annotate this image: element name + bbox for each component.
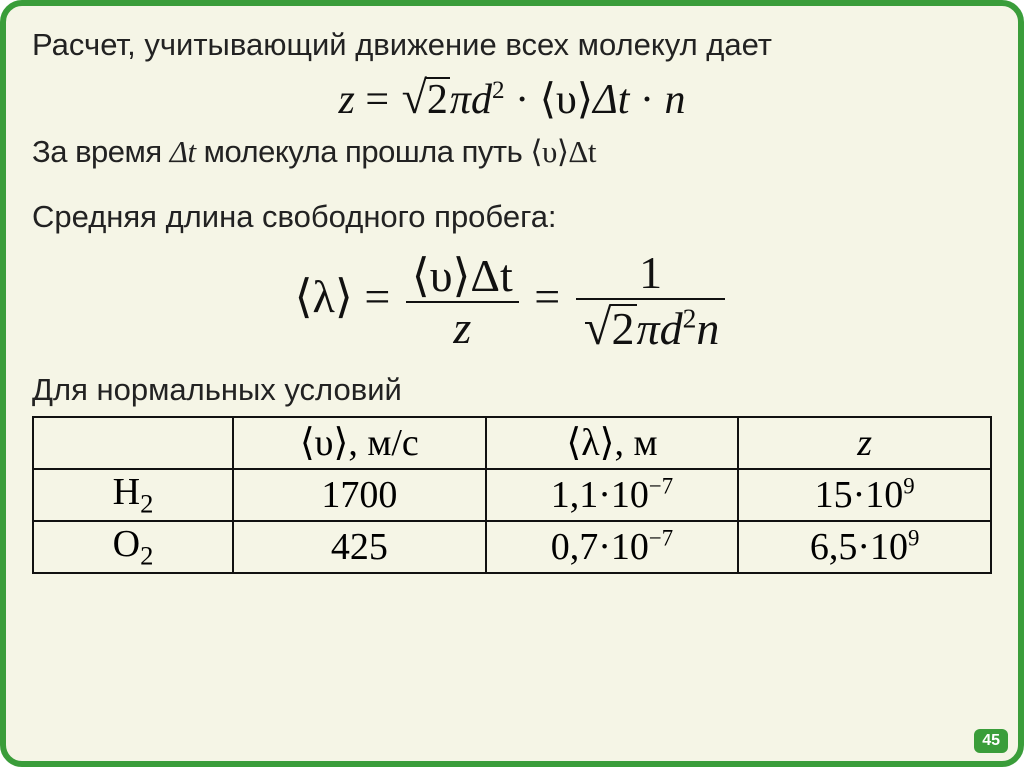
formula-lambda-num2: 1	[576, 250, 726, 298]
p2-dt: Δt	[170, 134, 196, 169]
gas-sub: 2	[140, 541, 153, 571]
gas-sym: H	[113, 471, 140, 513]
sqrt-symbol-icon: √	[584, 299, 612, 355]
formula-z-eq: =	[365, 77, 399, 123]
formula-z-dot2: ·	[629, 77, 664, 123]
cell-v-o2: 425	[233, 521, 486, 573]
formula-z-v: ⟨υ⟩	[540, 77, 594, 123]
lambda-mant: 0,7	[551, 526, 599, 568]
sqrt-symbol-icon: √	[402, 72, 427, 123]
formula-lambda: ⟨λ⟩ = ⟨υ⟩Δt z = 1 √2πd2n	[32, 250, 992, 353]
gas-sym: O	[113, 523, 140, 565]
formula-z-sqrt-arg: 2	[425, 77, 450, 121]
formula-lambda-den2-sqrt: 2	[610, 304, 637, 352]
lambda-exp: −7	[649, 473, 673, 498]
formula-z-dt: Δt	[593, 77, 629, 123]
table-row: H2 1700 1,1·10−7 15·109	[33, 469, 991, 521]
z-mant: 15	[815, 474, 853, 516]
cell-z-h2: 15·109	[738, 469, 991, 521]
formula-lambda-den1: z	[406, 301, 519, 351]
paragraph-time: За время Δt молекула прошла путь ⟨υ⟩Δt	[32, 133, 992, 172]
gas-sub: 2	[140, 489, 153, 519]
table-header-v-label: ⟨υ⟩, м/с	[300, 422, 419, 464]
cell-gas-h2: H2	[33, 469, 233, 521]
z-exp: 9	[908, 525, 919, 550]
cell-gas-o2: O2	[33, 521, 233, 573]
table-header-v: ⟨υ⟩, м/с	[233, 417, 486, 469]
formula-z-d: d	[471, 77, 492, 123]
paragraph-mfp: Средняя длина свободного пробега:	[32, 198, 992, 237]
table-header-z: z	[738, 417, 991, 469]
formula-z-d-exp: 2	[492, 77, 505, 104]
formula-lambda-den2-pi: π	[637, 303, 660, 354]
data-table: ⟨υ⟩, м/с ⟨λ⟩, м z H2 1700 1,1·10−7 15·10…	[32, 416, 992, 574]
formula-z-sqrt: √2	[400, 75, 450, 121]
paragraph-normal: Для нормальных условий	[32, 371, 992, 410]
cell-lambda-h2: 1,1·10−7	[486, 469, 739, 521]
table-row: O2 425 0,7·10−7 6,5·109	[33, 521, 991, 573]
p2-prefix: За время	[32, 134, 170, 169]
formula-lambda-frac1: ⟨υ⟩Δt z	[402, 253, 523, 351]
cell-z-o2: 6,5·109	[738, 521, 991, 573]
formula-z-dot1: ·	[515, 77, 540, 123]
p2-tail: ⟨υ⟩Δt	[530, 134, 596, 169]
table-header-lambda-label: ⟨λ⟩, м	[566, 422, 657, 464]
table-header-lambda: ⟨λ⟩, м	[486, 417, 739, 469]
slide-frame: Расчет, учитывающий движение всех молеку…	[0, 0, 1024, 767]
formula-z-n: n	[664, 77, 685, 123]
paragraph-intro: Расчет, учитывающий движение всех молеку…	[32, 26, 992, 65]
z-mant: 6,5	[810, 526, 858, 568]
formula-lambda-den2-dexp: 2	[683, 303, 697, 334]
formula-lambda-eq1: =	[364, 271, 401, 322]
formula-lambda-den2: √2πd2n	[576, 298, 726, 353]
formula-lambda-frac2: 1 √2πd2n	[572, 250, 730, 353]
formula-lambda-lhs: ⟨λ⟩	[295, 271, 353, 322]
table-header-row: ⟨υ⟩, м/с ⟨λ⟩, м z	[33, 417, 991, 469]
p2-mid: молекула прошла путь	[196, 134, 531, 169]
slide-number-badge: 45	[974, 729, 1008, 753]
z-exp: 9	[903, 473, 914, 498]
cell-v-h2: 1700	[233, 469, 486, 521]
lambda-exp: −7	[649, 525, 673, 550]
formula-z-pi: π	[450, 77, 471, 123]
lambda-mant: 1,1	[551, 474, 599, 516]
formula-lambda-num1: ⟨υ⟩Δt	[406, 253, 519, 301]
table-header-z-label: z	[857, 422, 872, 464]
table-header-blank	[33, 417, 233, 469]
formula-lambda-eq2: =	[534, 271, 571, 322]
formula-z: z = √2 πd2 · ⟨υ⟩Δt · n	[32, 75, 992, 121]
cell-lambda-o2: 0,7·10−7	[486, 521, 739, 573]
formula-z-lhs: z	[339, 77, 355, 123]
formula-lambda-den2-d: d	[660, 303, 683, 354]
formula-lambda-den2-n: n	[696, 303, 719, 354]
